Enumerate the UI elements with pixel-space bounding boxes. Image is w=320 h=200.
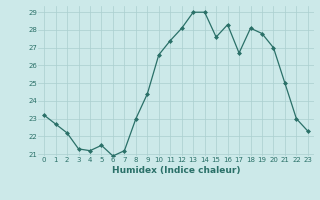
X-axis label: Humidex (Indice chaleur): Humidex (Indice chaleur) — [112, 166, 240, 175]
